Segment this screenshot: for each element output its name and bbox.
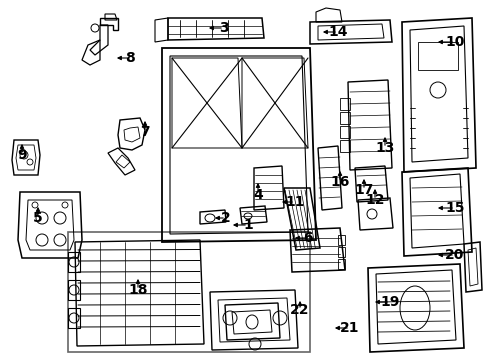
Bar — [68, 308, 80, 328]
Text: 6: 6 — [303, 231, 312, 245]
Text: 13: 13 — [375, 141, 394, 155]
Text: 1: 1 — [243, 218, 252, 232]
Bar — [68, 232, 309, 352]
Text: 7: 7 — [140, 125, 149, 139]
Bar — [417, 42, 457, 70]
Text: 17: 17 — [354, 183, 373, 197]
Bar — [68, 252, 80, 272]
Text: 3: 3 — [219, 21, 228, 35]
Text: 22: 22 — [290, 303, 309, 317]
Text: 2: 2 — [221, 211, 230, 225]
Text: 18: 18 — [128, 283, 147, 297]
Text: 9: 9 — [17, 148, 27, 162]
Text: 20: 20 — [445, 248, 464, 262]
Text: 15: 15 — [445, 201, 464, 215]
Text: 21: 21 — [340, 321, 359, 335]
Bar — [68, 280, 80, 300]
Text: 19: 19 — [380, 295, 399, 309]
Text: 5: 5 — [33, 211, 43, 225]
Text: 14: 14 — [327, 25, 347, 39]
Text: 8: 8 — [125, 51, 135, 65]
Text: 10: 10 — [445, 35, 464, 49]
Text: 16: 16 — [329, 175, 349, 189]
Text: 12: 12 — [365, 193, 384, 207]
Text: 4: 4 — [253, 188, 263, 202]
Text: 11: 11 — [285, 195, 304, 209]
